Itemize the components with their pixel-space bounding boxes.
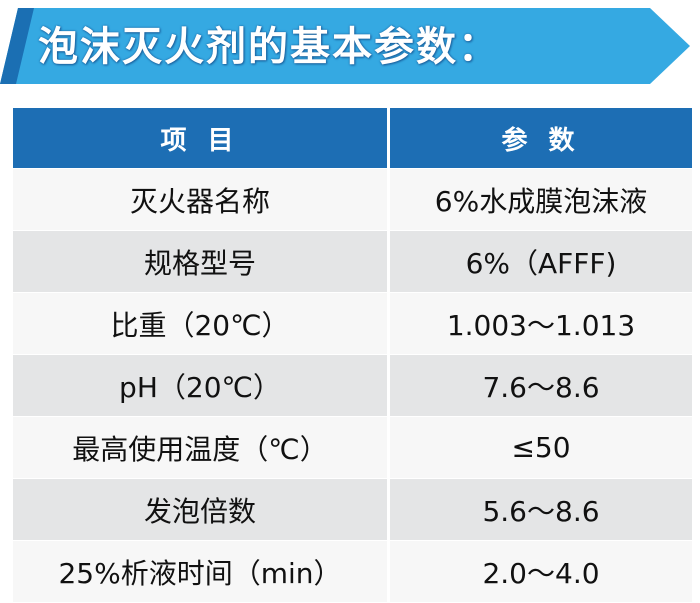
parameter-table: 项 目 参 数 灭火器名称 6%水成膜泡沫液 规格型号 6%（AFFF) 比重（20℃）…	[10, 108, 695, 603]
title: 泡沫灭火剂的基本参数：	[38, 24, 500, 70]
parameter-value: 2.0～4.0	[387, 540, 695, 603]
parameter-value: 7.6～8.6	[387, 354, 695, 417]
table-row: pH（20℃） 7.6～8.6	[10, 354, 695, 417]
column-header: 参 数	[387, 108, 695, 169]
title-banner	[0, 8, 690, 84]
header-row: 项 目 参 数	[10, 108, 695, 169]
parameter-value: 5.6～8.6	[387, 478, 695, 541]
item-name: 25%析液时间（min）	[10, 540, 390, 603]
parameter-value: 6%（AFFF)	[387, 230, 695, 293]
item-name: 比重（20℃）	[10, 292, 390, 355]
item-name: pH（20℃）	[10, 354, 390, 417]
column-header: 项 目	[10, 108, 390, 169]
item-name: 规格型号	[10, 230, 390, 293]
table-row: 灭火器名称 6%水成膜泡沫液	[10, 168, 695, 231]
item-name: 最高使用温度（℃）	[10, 416, 390, 479]
table-row: 最高使用温度（℃） ≤50	[10, 416, 695, 479]
banner-stripe	[0, 8, 34, 84]
parameter-value: 6%水成膜泡沫液	[387, 168, 695, 231]
table-body: 灭火器名称 6%水成膜泡沫液 规格型号 6%（AFFF) 比重（20℃） 1.003～1.…	[10, 168, 695, 603]
table-row: 规格型号 6%（AFFF)	[10, 230, 695, 293]
banner-arrow	[0, 8, 690, 84]
table-row: 比重（20℃） 1.003～1.013	[10, 292, 695, 355]
table-row: 发泡倍数 5.6～8.6	[10, 478, 695, 541]
table-row: 25%析液时间（min） 2.0～4.0	[10, 540, 695, 603]
item-name: 灭火器名称	[10, 168, 390, 231]
parameter-value: 1.003～1.013	[387, 292, 695, 355]
parameter-value: ≤50	[387, 416, 695, 479]
item-name: 发泡倍数	[10, 478, 390, 541]
